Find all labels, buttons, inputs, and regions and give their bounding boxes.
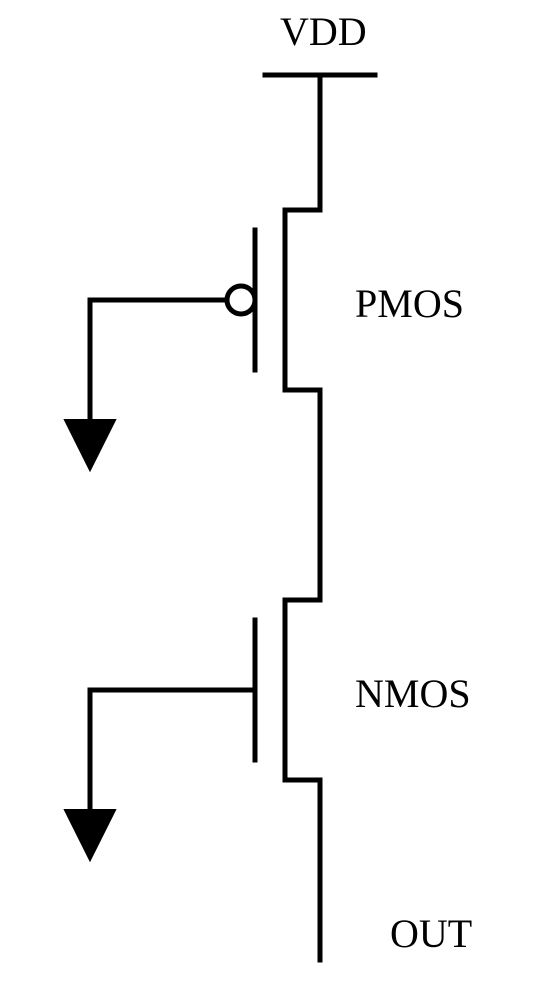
pmos-label: PMOS (355, 280, 464, 327)
out-label: OUT (390, 910, 472, 957)
vdd-label: VDD (280, 8, 367, 55)
nmos-label: NMOS (355, 670, 471, 717)
circuit-svg (0, 0, 535, 983)
